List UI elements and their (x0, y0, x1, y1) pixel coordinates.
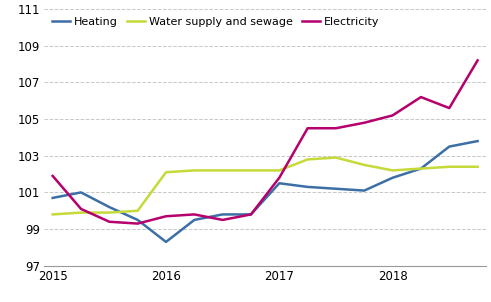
Water supply and sewage (163, 170, 169, 174)
Electricity (418, 95, 424, 99)
Heating (50, 196, 55, 200)
Electricity (191, 213, 197, 216)
Heating (276, 182, 282, 185)
Electricity (305, 127, 311, 130)
Water supply and sewage (191, 169, 197, 172)
Line: Water supply and sewage: Water supply and sewage (53, 158, 478, 214)
Heating (418, 167, 424, 170)
Heating (333, 187, 339, 191)
Water supply and sewage (78, 211, 84, 214)
Water supply and sewage (50, 213, 55, 216)
Water supply and sewage (219, 169, 225, 172)
Electricity (333, 127, 339, 130)
Water supply and sewage (276, 169, 282, 172)
Electricity (390, 114, 396, 117)
Legend: Heating, Water supply and sewage, Electricity: Heating, Water supply and sewage, Electr… (50, 14, 382, 29)
Electricity (361, 121, 367, 124)
Water supply and sewage (248, 169, 254, 172)
Electricity (276, 176, 282, 180)
Water supply and sewage (135, 209, 140, 213)
Water supply and sewage (305, 158, 311, 161)
Water supply and sewage (107, 211, 112, 214)
Water supply and sewage (390, 169, 396, 172)
Heating (135, 218, 140, 222)
Water supply and sewage (475, 165, 481, 169)
Water supply and sewage (333, 156, 339, 159)
Heating (446, 145, 452, 148)
Line: Heating: Heating (53, 141, 478, 242)
Electricity (78, 207, 84, 211)
Water supply and sewage (446, 165, 452, 169)
Heating (219, 213, 225, 216)
Electricity (50, 174, 55, 178)
Heating (248, 213, 254, 216)
Water supply and sewage (418, 167, 424, 170)
Electricity (219, 218, 225, 222)
Heating (191, 218, 197, 222)
Water supply and sewage (361, 163, 367, 167)
Heating (107, 205, 112, 209)
Heating (361, 189, 367, 192)
Heating (390, 176, 396, 180)
Line: Electricity: Electricity (53, 60, 478, 223)
Electricity (475, 59, 481, 62)
Electricity (248, 213, 254, 216)
Electricity (135, 222, 140, 225)
Heating (163, 240, 169, 244)
Electricity (163, 214, 169, 218)
Heating (475, 139, 481, 143)
Electricity (446, 106, 452, 110)
Heating (305, 185, 311, 189)
Heating (78, 191, 84, 194)
Electricity (107, 220, 112, 223)
